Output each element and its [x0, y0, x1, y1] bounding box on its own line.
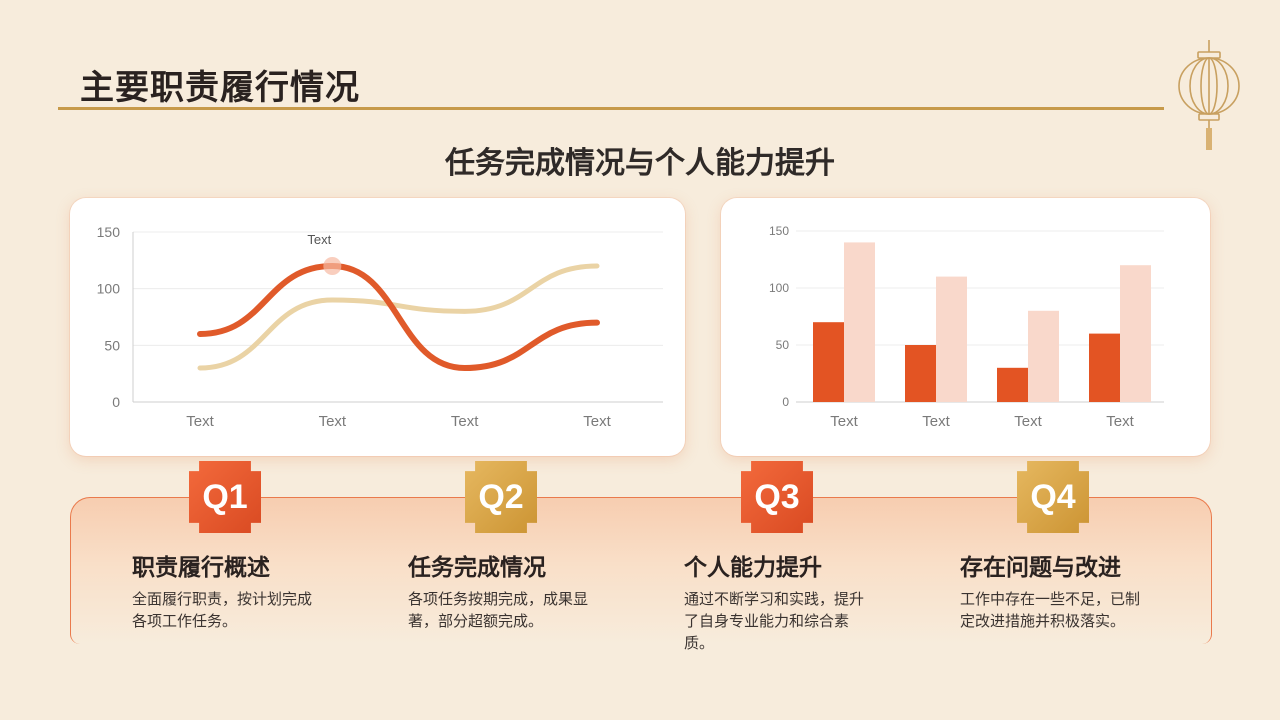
q4-description: 工作中存在一些不足，已制定改进措施并积极落实。 — [960, 590, 1141, 630]
y-tick-label: 100 — [769, 281, 789, 295]
q3-badge: Q3 — [741, 461, 813, 533]
q4-title: 存在问题与改进 — [960, 555, 1121, 581]
lantern-icon — [1178, 40, 1240, 150]
title-underline — [58, 107, 1164, 110]
series-line-1 — [197, 262, 600, 372]
bar-series2 — [936, 276, 967, 402]
bar-series1 — [1089, 333, 1120, 402]
q2-description: 各项任务按期完成，成果显著，部分超额完成。 — [408, 590, 589, 630]
bar-chart: 0 50 100 150 Text Text Text Text — [769, 224, 1164, 430]
page-title: 主要职责履行情况 — [80, 68, 360, 108]
y-tick-label: 100 — [97, 281, 121, 297]
x-tick-label: Text — [583, 413, 611, 430]
y-tick-label: 0 — [112, 394, 120, 410]
y-tick-label: 150 — [97, 224, 121, 240]
line-chart: 0 50 100 150 Text Text Text Text Text — [97, 224, 663, 430]
highlight-point — [323, 257, 342, 275]
q2-title: 任务完成情况 — [408, 555, 546, 581]
line-chart-card: 0 50 100 150 Text Text Text Text Text — [70, 198, 685, 456]
x-tick-label: Text — [319, 413, 347, 430]
y-tick-label: 50 — [776, 338, 790, 352]
bar-series2 — [844, 242, 875, 402]
bar-series2 — [1028, 310, 1059, 402]
q1-title: 职责履行概述 — [132, 555, 270, 581]
bar-chart-card: 0 50 100 150 Text Text Text Text — [721, 198, 1210, 456]
y-tick-label: 50 — [104, 337, 120, 353]
series-line-2 — [197, 263, 600, 371]
q4-badge: Q4 — [1017, 461, 1089, 533]
q3-title: 个人能力提升 — [684, 555, 822, 581]
bar-series1 — [905, 345, 936, 402]
bar-series1 — [813, 322, 844, 402]
bar-series2 — [1120, 265, 1151, 402]
x-tick-label: Text — [451, 413, 479, 430]
q3-description: 通过不断学习和实践，提升了自身专业能力和综合素质。 — [684, 590, 865, 652]
y-tick-label: 150 — [769, 224, 789, 238]
q2-badge: Q2 — [465, 461, 537, 533]
x-tick-label: Text — [1106, 413, 1134, 430]
x-tick-label: Text — [1014, 413, 1042, 430]
x-tick-label: Text — [922, 413, 950, 430]
bar-series1 — [997, 367, 1028, 402]
x-tick-label: Text — [186, 413, 214, 430]
q1-badge: Q1 — [189, 461, 261, 533]
annotation-label: Text — [307, 232, 331, 247]
y-tick-label: 0 — [782, 395, 789, 409]
x-tick-label: Text — [830, 413, 858, 430]
chart-section-title: 任务完成情况与个人能力提升 — [445, 146, 835, 181]
q1-description: 全面履行职责，按计划完成各项工作任务。 — [132, 590, 313, 630]
